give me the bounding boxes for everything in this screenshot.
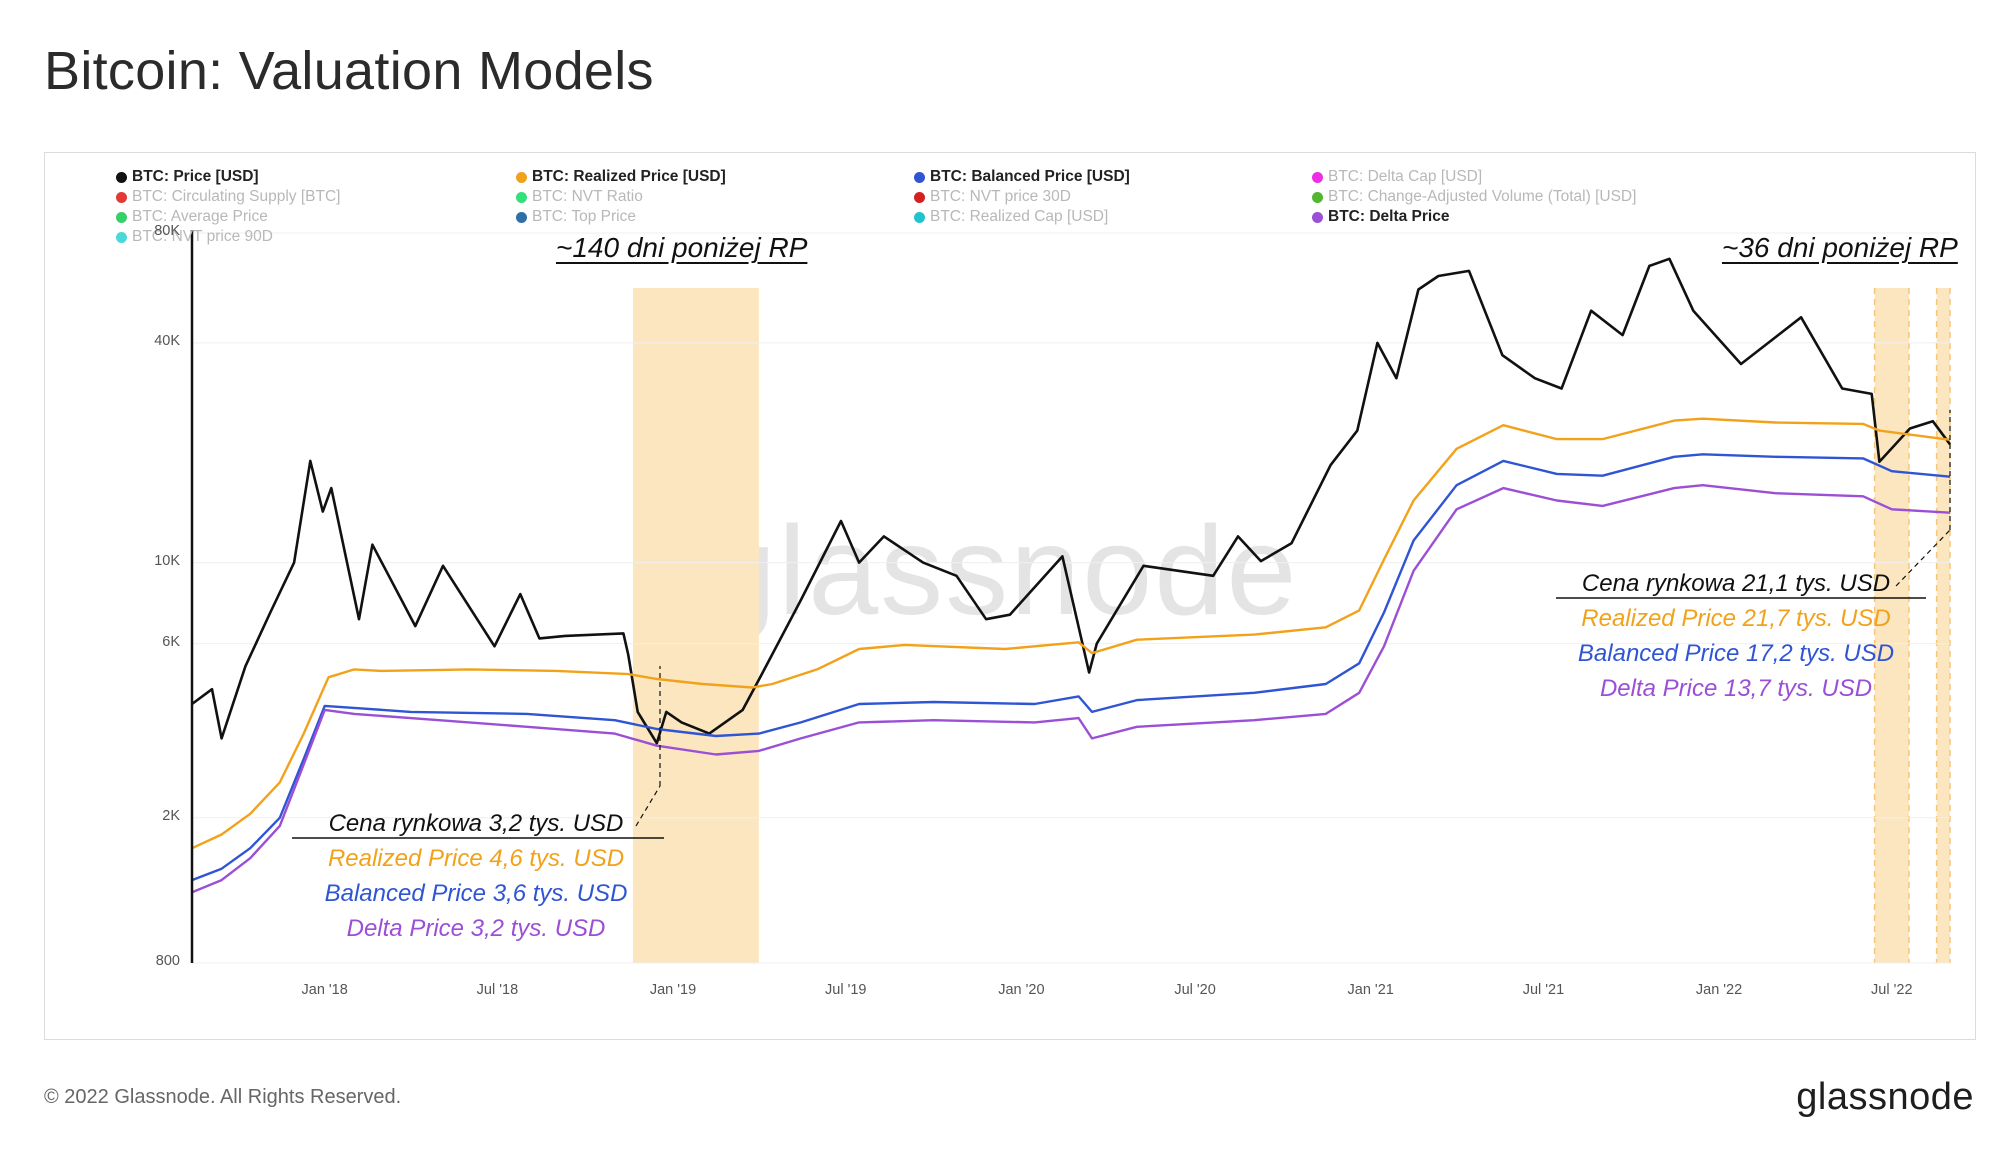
y-tick-label: 2K (162, 807, 180, 824)
annotation-line: Delta Price 3,2 tys. USD (346, 915, 606, 942)
legend-label: BTC: Balanced Price [USD] (930, 168, 1130, 185)
annotation-line: Realized Price 21,7 tys. USD (1581, 605, 1891, 632)
x-tick-label: Jul '21 (1522, 982, 1565, 998)
legend-item[interactable]: BTC: Delta Cap [USD] (1312, 168, 1482, 186)
series-line-3 (191, 484, 1951, 894)
highlight-band-0 (632, 288, 759, 963)
x-tick-label: Jul '22 (1871, 982, 1913, 998)
y-tick-label: 800 (155, 953, 180, 969)
chart-panel (44, 152, 1976, 1040)
legend-label: BTC: Average Price (132, 208, 268, 225)
legend-color-dot (116, 171, 127, 183)
legend-color-dot (914, 191, 925, 203)
legend-color-dot (914, 211, 925, 223)
legend-item[interactable]: BTC: Price [USD] (116, 168, 259, 186)
legend-label: BTC: Realized Cap [USD] (930, 208, 1109, 225)
series-line-0 (191, 257, 1952, 745)
annotation-line: Delta Price 13,7 tys. USD (1599, 675, 1873, 702)
legend-color-dot (116, 191, 127, 203)
annotation-line: Realized Price 4,6 tys. USD (327, 845, 625, 872)
legend-item[interactable]: BTC: Balanced Price [USD] (914, 168, 1130, 186)
legend-color-dot (1312, 171, 1323, 183)
legend-color-dot (116, 231, 127, 243)
legend-label: BTC: Delta Price (1328, 208, 1450, 225)
legend-color-dot (116, 211, 127, 223)
annotation-line: Cena rynkowa 3,2 tys. USD (328, 810, 624, 837)
legend-item[interactable]: BTC: Realized Price [USD] (516, 168, 726, 186)
x-tick-label: Jan '19 (649, 982, 697, 998)
legend-color-dot (1312, 211, 1323, 223)
chart-legend: BTC: Price [USD] BTC: Realized Price [USD… (116, 168, 1716, 248)
legend-item[interactable]: BTC: Realized Cap [USD] (914, 208, 1108, 226)
legend-item[interactable]: BTC: Change-Adjusted Volume (Total) [USD… (1312, 188, 1636, 206)
legend-item[interactable]: BTC: Top Price (516, 208, 636, 226)
highlight-band-1 (1874, 288, 1909, 963)
legend-label: BTC: Top Price (532, 208, 636, 225)
legend-color-dot (914, 171, 925, 183)
highlight-band-2 (1936, 288, 1950, 963)
annotation-right-header: ~36 dni poniżej RP (1722, 232, 1958, 263)
y-tick-label: 6K (162, 633, 180, 650)
legend-color-dot (516, 171, 527, 183)
legend-color-dot (516, 211, 527, 223)
legend-label: BTC: Circulating Supply [BTC] (132, 188, 341, 205)
footer-copyright: © 2022 Glassnode. All Rights Reserved. (44, 1086, 402, 1108)
legend-label: BTC: Realized Price [USD] (532, 168, 726, 185)
legend-color-dot (516, 191, 527, 203)
legend-label: BTC: Delta Cap [USD] (1328, 168, 1483, 185)
x-tick-label: Jan '20 (998, 982, 1045, 998)
page-title: Bitcoin: Valuation Models (44, 41, 654, 101)
legend-label: BTC: NVT price 30D (930, 188, 1071, 205)
y-tick-label: 80K (154, 223, 180, 239)
legend-label: BTC: NVT price 90D (132, 228, 273, 245)
legend-item[interactable]: BTC: NVT price 30D (914, 188, 1071, 206)
legend-item[interactable]: BTC: NVT price 90D (116, 228, 273, 246)
series-line-1 (191, 417, 1951, 850)
legend-item[interactable]: BTC: Delta Price (1312, 208, 1449, 226)
annotation-line: Cena rynkowa 21,1 tys. USD (1581, 570, 1891, 597)
annotation-left-header: ~140 dni poniżej RP (556, 232, 808, 263)
annotation-line: Balanced Price 3,6 tys. USD (324, 880, 628, 907)
legend-item[interactable]: BTC: Average Price (116, 208, 268, 226)
legend-color-dot (1312, 191, 1323, 203)
y-tick-label: 40K (154, 332, 180, 349)
x-tick-label: Jan '22 (1695, 982, 1743, 998)
x-tick-label: Jan '21 (1347, 982, 1394, 998)
legend-label: BTC: NVT Ratio (532, 188, 643, 205)
x-tick-label: Jul '20 (1174, 982, 1216, 998)
legend-item[interactable]: BTC: NVT Ratio (516, 188, 643, 206)
series-line-2 (191, 453, 1951, 882)
x-tick-label: Jan '18 (301, 982, 348, 998)
footer-logo: glassnode (1796, 1076, 1974, 1118)
x-tick-label: Jul '18 (476, 982, 519, 998)
legend-label: BTC: Price [USD] (132, 168, 259, 185)
legend-label: BTC: Change-Adjusted Volume (Total) [USD… (1328, 188, 1637, 205)
x-tick-label: Jul '19 (825, 982, 867, 998)
y-tick-label: 10K (154, 552, 180, 569)
annotation-line: Balanced Price 17,2 tys. USD (1577, 640, 1895, 667)
legend-item[interactable]: BTC: Circulating Supply [BTC] (116, 188, 340, 206)
